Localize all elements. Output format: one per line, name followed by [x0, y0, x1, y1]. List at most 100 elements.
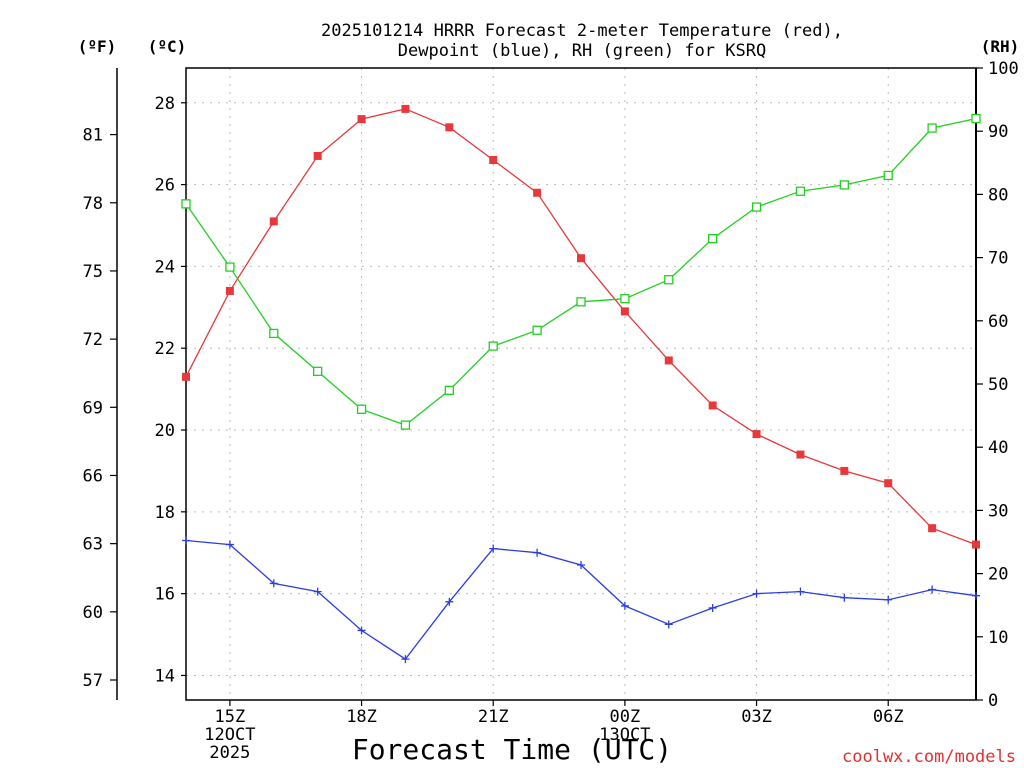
unit-c-label: (ºC) — [148, 37, 187, 56]
c-tick-label: 26 — [155, 176, 175, 196]
temperature-point — [972, 540, 980, 549]
temperature-point — [796, 450, 805, 459]
temperature-line — [185, 108, 977, 546]
rh-point — [927, 123, 937, 133]
c-tick-label: 24 — [155, 257, 175, 277]
rh-point — [839, 180, 849, 190]
temperature-point — [884, 479, 893, 488]
rh-tick-label: 30 — [988, 501, 1008, 521]
c-tick-label: 28 — [155, 94, 175, 114]
rh-tick-label: 40 — [988, 438, 1008, 458]
temperature-point — [401, 104, 410, 113]
rh-point — [400, 420, 411, 430]
x-tick-label: 06Z — [873, 707, 904, 727]
rh-point — [269, 328, 279, 339]
rh-tick-label: 20 — [988, 565, 1008, 585]
rh-point — [181, 199, 191, 209]
rh-axis: 0 10 20 30 40 50 60 70 80 90 100 — [976, 59, 1019, 711]
dewpoint-point — [357, 626, 366, 635]
temperature-point — [489, 156, 498, 165]
f-tick-label: 60 — [83, 603, 103, 623]
rh-point — [225, 262, 235, 272]
temperature-point — [357, 115, 366, 124]
rh-point — [576, 297, 586, 307]
celsius-axis: 14 16 18 20 22 24 26 28 — [155, 94, 186, 686]
x-tick-label: 2025 — [209, 743, 250, 763]
rh-point — [664, 275, 674, 285]
rh-point — [751, 202, 762, 212]
dewpoint-point — [752, 589, 761, 598]
temperature-point — [577, 254, 585, 263]
f-tick-label: 81 — [83, 126, 103, 146]
temperature-point — [225, 286, 234, 295]
rh-point — [313, 366, 323, 377]
c-tick-label: 22 — [155, 339, 175, 359]
rh-point — [883, 170, 893, 181]
title-line-2: Dewpoint (blue), RH (green) for KSRQ — [398, 41, 766, 61]
x-tick-label: 18Z — [346, 707, 377, 727]
x-tick-label: 03Z — [741, 707, 772, 727]
temperature-point — [533, 188, 542, 197]
rh-tick-label: 50 — [988, 375, 1008, 395]
rh-line — [185, 117, 977, 426]
x-tick-label: 15Z — [215, 707, 246, 727]
dewpoint-point — [533, 548, 542, 557]
dewpoint-point — [577, 561, 585, 570]
plot-frame — [185, 67, 977, 701]
rh-point — [356, 404, 367, 414]
temperature-point — [313, 151, 322, 160]
f-tick-label: 75 — [83, 262, 103, 282]
dewpoint-point — [401, 655, 410, 664]
temperature-point — [752, 430, 761, 439]
series-dewpoint — [182, 536, 980, 664]
rh-point — [532, 325, 542, 335]
dewpoint-point — [313, 587, 322, 596]
dewpoint-point — [225, 540, 234, 549]
dewpoint-point — [840, 593, 849, 602]
c-tick-label: 18 — [155, 503, 175, 523]
dewpoint-point — [972, 591, 980, 600]
temperature-point — [620, 307, 629, 316]
f-tick-label: 66 — [83, 466, 103, 486]
unit-rh-label: (RH) — [981, 37, 1020, 56]
dewpoint-point — [796, 587, 805, 596]
x-tick-label: 00Z — [610, 707, 641, 727]
dewpoint-point — [620, 601, 629, 610]
rh-tick-label: 100 — [988, 59, 1019, 79]
dewpoint-point — [664, 620, 673, 629]
series-temperature — [182, 104, 980, 549]
temperature-point — [664, 356, 673, 365]
rh-point — [488, 341, 498, 351]
title-line-1: 2025101214 HRRR Forecast 2-meter Tempera… — [321, 21, 843, 41]
rh-point — [971, 113, 981, 124]
rh-point — [620, 294, 630, 304]
fahrenheit-axis: 57 60 63 66 69 72 75 78 81 — [83, 126, 117, 691]
dewpoint-point — [489, 544, 498, 553]
dewpoint-point — [928, 585, 937, 594]
temperature-point — [928, 524, 937, 533]
dewpoint-line — [185, 539, 977, 660]
x-tick-label: 21Z — [478, 707, 509, 727]
chart-title: 2025101214 HRRR Forecast 2-meter Tempera… — [321, 21, 843, 61]
temperature-point — [182, 372, 190, 381]
series-layer — [181, 104, 981, 664]
dewpoint-point — [182, 536, 190, 545]
rh-tick-label: 10 — [988, 628, 1008, 648]
rh-tick-label: 90 — [988, 122, 1008, 142]
rh-tick-label: 80 — [988, 185, 1008, 205]
f-tick-label: 63 — [83, 535, 103, 555]
dewpoint-point — [884, 595, 893, 604]
rh-tick-label: 70 — [988, 249, 1008, 269]
rh-point — [795, 186, 806, 196]
dewpoint-point — [269, 579, 278, 588]
c-tick-label: 14 — [155, 666, 175, 686]
temperature-point — [445, 123, 454, 132]
x-axis-title: Forecast Time (UTC) — [352, 733, 672, 766]
f-tick-label: 69 — [83, 398, 103, 418]
rh-tick-label: 0 — [988, 691, 998, 711]
dewpoint-point — [445, 597, 454, 606]
c-tick-label: 16 — [155, 585, 175, 605]
temperature-point — [708, 401, 717, 410]
